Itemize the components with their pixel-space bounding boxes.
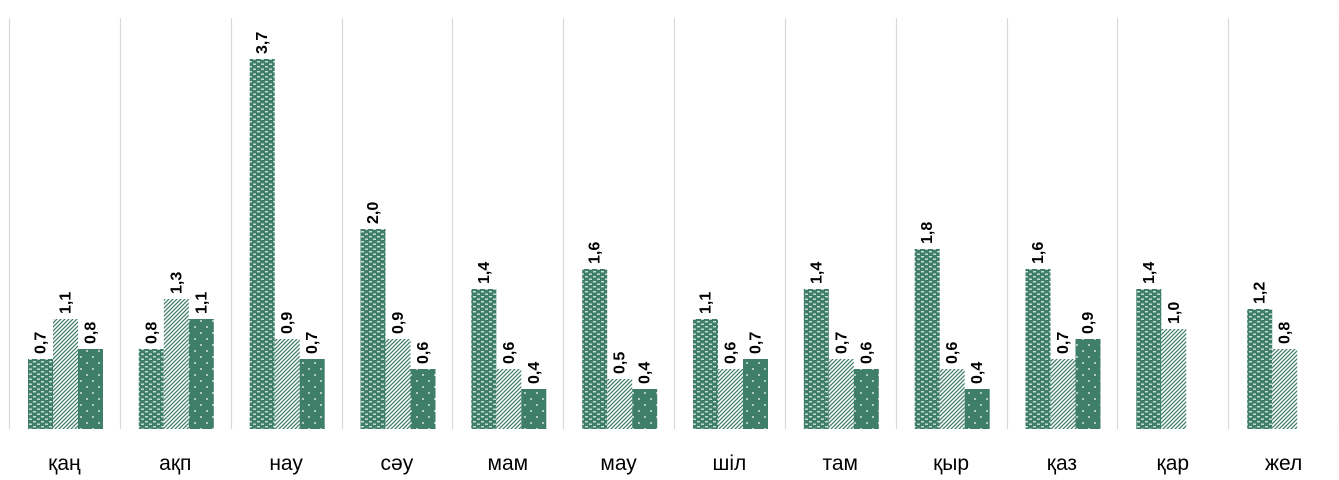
data-label: 1,0 xyxy=(1166,302,1183,324)
bar-diagonal-нау xyxy=(275,339,300,429)
data-label: 0,4 xyxy=(969,362,986,384)
bar-dots-шіл xyxy=(743,359,768,429)
category-label: мау xyxy=(600,452,637,475)
bar-brick-қаз xyxy=(1026,269,1051,429)
category-label: там xyxy=(822,452,858,475)
bar-dots-мау xyxy=(632,389,657,429)
data-label: 1,6 xyxy=(1030,242,1047,264)
data-label: 1,1 xyxy=(698,292,715,314)
bar-brick-сәу xyxy=(361,229,386,429)
bar-dots-қаз xyxy=(1076,339,1101,429)
bar-dots-қаң xyxy=(78,349,103,429)
data-label: 0,9 xyxy=(1080,312,1097,334)
bar-brick-мам xyxy=(471,289,496,429)
data-label: 0,5 xyxy=(612,352,629,374)
bar-dots-там xyxy=(854,369,879,429)
data-label: 0,8 xyxy=(143,322,160,344)
category-label: қар xyxy=(1157,452,1190,475)
bar-brick-ақп xyxy=(139,349,164,429)
category-label: қаң xyxy=(48,452,81,475)
data-label: 3,7 xyxy=(254,32,271,54)
bar-dots-нау xyxy=(300,359,325,429)
category-label: қыр xyxy=(933,452,969,475)
bar-diagonal-шіл xyxy=(718,369,743,429)
bar-brick-қар xyxy=(1136,289,1161,429)
category-label: ақп xyxy=(159,452,191,475)
bar-brick-қыр xyxy=(915,249,940,429)
bar-brick-шіл xyxy=(693,319,718,429)
bar-dots-ақп xyxy=(189,319,214,429)
data-label: 0,9 xyxy=(390,312,407,334)
bar-brick-қаң xyxy=(28,359,53,429)
bar-diagonal-қаз xyxy=(1051,359,1076,429)
bar-diagonal-там xyxy=(829,359,854,429)
bar-brick-там xyxy=(804,289,829,429)
bar-diagonal-қыр xyxy=(940,369,965,429)
data-label: 1,4 xyxy=(808,262,825,284)
category-label: нау xyxy=(269,452,303,475)
bar-dots-қыр xyxy=(965,389,990,429)
bar-dots-мам xyxy=(521,389,546,429)
bar-diagonal-сәу xyxy=(386,339,411,429)
bar-brick-жел xyxy=(1247,309,1272,429)
data-label: 0,6 xyxy=(501,342,518,364)
bar-diagonal-қаң xyxy=(53,319,78,429)
data-label: 0,6 xyxy=(858,342,875,364)
bars xyxy=(28,59,1297,429)
data-label: 0,7 xyxy=(748,332,765,354)
bar-brick-нау xyxy=(250,59,275,429)
bar-dots-сәу xyxy=(411,369,436,429)
data-label: 0,6 xyxy=(944,342,961,364)
data-label: 0,4 xyxy=(637,362,654,384)
data-label: 0,7 xyxy=(33,332,50,354)
bar-diagonal-мау xyxy=(607,379,632,429)
category-label: шіл xyxy=(713,452,747,475)
category-label: сәу xyxy=(381,452,414,475)
data-label: 2,0 xyxy=(365,202,382,224)
data-label: 0,6 xyxy=(723,342,740,364)
data-label: 0,6 xyxy=(415,342,432,364)
data-label: 0,7 xyxy=(833,332,850,354)
data-label: 1,1 xyxy=(193,292,210,314)
data-label: 0,8 xyxy=(83,322,100,344)
data-label: 0,9 xyxy=(279,312,296,334)
data-label: 1,8 xyxy=(919,222,936,244)
bar-diagonal-мам xyxy=(496,369,521,429)
data-label: 1,1 xyxy=(58,292,75,314)
bar-diagonal-ақп xyxy=(164,299,189,429)
data-label: 1,4 xyxy=(1141,262,1158,284)
category-label: мам xyxy=(488,452,529,475)
data-label: 1,6 xyxy=(587,242,604,264)
data-labels: 0,7 0,8 3,7 2,0 1,4 1,6 1,1 1,4 1,8 1,6 1,4 1,2 1,1 1… xyxy=(33,32,1294,384)
category-label: қаз xyxy=(1047,452,1077,475)
category-labels: қаң ақп нау сәу мам мау шіл там қыр қаз қар жел xyxy=(48,452,1302,475)
data-label: 0,7 xyxy=(304,332,321,354)
data-label: 0,8 xyxy=(1277,322,1294,344)
category-label: жел xyxy=(1265,452,1302,475)
bar-brick-мау xyxy=(582,269,607,429)
bar-diagonal-жел xyxy=(1272,349,1297,429)
data-label: 1,4 xyxy=(476,262,493,284)
data-label: 0,7 xyxy=(1055,332,1072,354)
data-label: 0,4 xyxy=(526,362,543,384)
data-label: 1,3 xyxy=(168,272,185,294)
bar-diagonal-қар xyxy=(1161,329,1186,429)
data-label: 1,2 xyxy=(1252,282,1269,304)
